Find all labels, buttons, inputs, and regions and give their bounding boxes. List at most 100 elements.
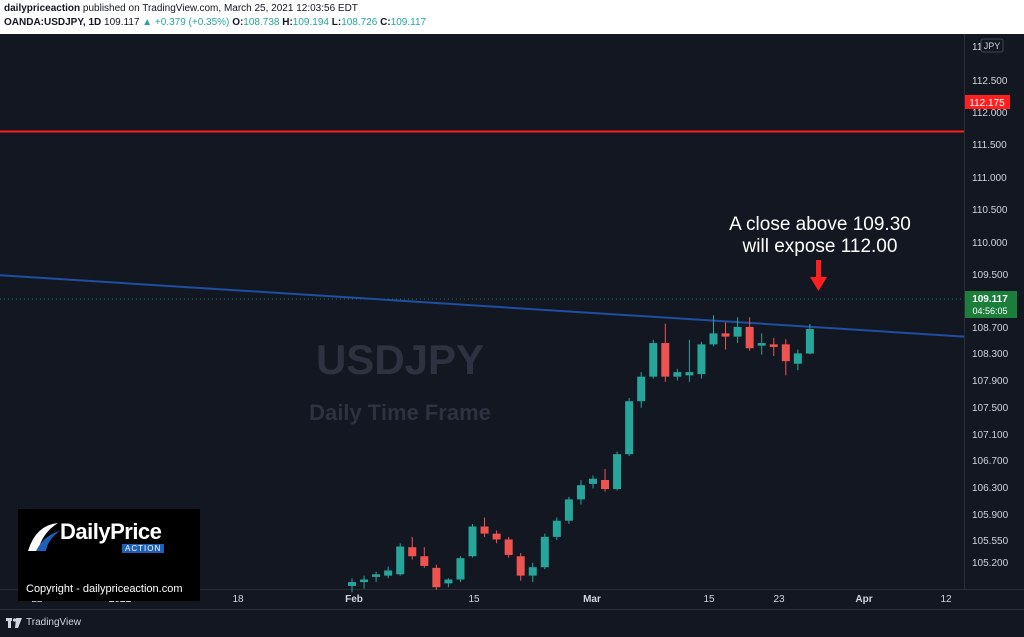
candle[interactable] — [733, 317, 742, 344]
candle[interactable] — [372, 571, 381, 583]
candle[interactable] — [420, 547, 429, 568]
resistance-price-text: 112.175 — [969, 98, 1005, 109]
candle-body — [444, 579, 453, 584]
price-tick-label: 108.300 — [972, 349, 1009, 360]
candle-body — [697, 344, 706, 375]
candle[interactable] — [613, 451, 622, 491]
tradingview-logo[interactable]: TradingView — [6, 617, 81, 628]
candle[interactable] — [625, 397, 634, 457]
candle[interactable] — [781, 339, 790, 376]
candle[interactable] — [504, 536, 513, 558]
time-tick-label: Mar — [583, 594, 601, 605]
candle-body — [552, 520, 561, 537]
low-value: 108.726 — [341, 17, 378, 28]
candle[interactable] — [528, 562, 537, 583]
publish-header: dailypriceaction published on TradingVie… — [0, 0, 1024, 33]
candle[interactable] — [444, 578, 453, 588]
ohlc-line: OANDA:USDJPY, 1D 109.117 ▲ +0.379 (+0.35… — [4, 17, 426, 28]
candle-body — [384, 570, 393, 576]
price-tick-label: 105.900 — [972, 510, 1009, 521]
candle[interactable] — [697, 341, 706, 379]
candle-body — [637, 376, 646, 402]
candle[interactable] — [468, 523, 477, 558]
candle[interactable] — [396, 543, 405, 576]
candle[interactable] — [793, 349, 802, 371]
candle[interactable] — [492, 530, 501, 544]
candle-body — [348, 582, 356, 586]
price-tick-label: 108.700 — [972, 323, 1009, 334]
close-label: C: — [380, 17, 391, 28]
candle[interactable] — [360, 575, 369, 589]
annotation-line-1: A close above 109.30 — [729, 214, 911, 235]
candle[interactable] — [601, 469, 610, 492]
price-axis[interactable]: 112.500 112.000 111.500 111.000 110.500 110.0… — [972, 76, 1009, 569]
candle[interactable] — [516, 553, 525, 581]
candle-body — [360, 579, 369, 583]
candle-body — [420, 556, 429, 566]
last-price: 109.117 — [104, 17, 140, 28]
candle-body — [661, 343, 670, 377]
candle[interactable] — [432, 564, 441, 590]
candle-body — [528, 567, 537, 576]
candle[interactable] — [769, 337, 778, 356]
candle[interactable] — [745, 317, 754, 351]
candle-body — [721, 333, 730, 337]
candle-body — [757, 343, 766, 346]
resistance-price-badge — [965, 95, 1010, 109]
candle-body — [492, 533, 501, 540]
candle-body — [601, 480, 610, 490]
candle[interactable] — [576, 480, 585, 505]
price-tick-top-partial: 11 — [972, 42, 983, 53]
price-tick-label: 107.500 — [972, 403, 1009, 414]
candle-body — [793, 353, 802, 364]
price-tick-label: 107.900 — [972, 376, 1009, 387]
arrow-down-icon — [810, 260, 827, 291]
candle[interactable] — [552, 517, 561, 541]
candle[interactable] — [757, 333, 766, 355]
candle[interactable] — [348, 578, 356, 593]
candle[interactable] — [709, 315, 718, 347]
candle-body — [456, 558, 465, 580]
candle[interactable] — [805, 324, 814, 355]
candle-body — [516, 556, 525, 576]
candle-body — [408, 547, 417, 557]
candle[interactable] — [540, 533, 549, 570]
annotation-line-2: will expose 112.00 — [742, 236, 898, 257]
candle-body — [781, 344, 790, 362]
time-tick-label: Apr — [855, 594, 872, 605]
candle[interactable] — [408, 536, 417, 560]
logo-brand-text: DailyPrice — [60, 519, 162, 544]
currency-box[interactable] — [980, 38, 1004, 53]
tradingview-label: TradingView — [26, 617, 82, 628]
price-tick-label: 110.000 — [972, 238, 1008, 249]
price-chart[interactable]: USDJPY Daily Time Frame A close above 10… — [0, 34, 1024, 609]
candle[interactable] — [685, 339, 694, 382]
symbol-label: OANDA:USDJPY, 1D — [4, 17, 102, 28]
candle[interactable] — [564, 496, 573, 524]
publisher-name[interactable]: dailypriceaction — [4, 3, 81, 14]
candle[interactable] — [384, 566, 393, 579]
candle-body — [673, 372, 682, 377]
close-value: 109.117 — [390, 17, 427, 28]
candle[interactable] — [673, 368, 682, 381]
candle[interactable] — [661, 323, 670, 382]
price-tick-label: 112.000 — [972, 108, 1008, 119]
candle-body — [745, 326, 754, 349]
price-tick-label: 112.500 — [972, 76, 1008, 87]
candle[interactable] — [456, 556, 465, 583]
candle-body — [685, 372, 694, 376]
candle[interactable] — [721, 322, 730, 350]
candle[interactable] — [480, 517, 489, 537]
logo-copyright: Copyright - dailypriceaction.com — [26, 583, 183, 595]
candle[interactable] — [637, 372, 646, 408]
open-label: O: — [232, 17, 244, 28]
trendline[interactable] — [0, 274, 965, 338]
candle-body — [805, 329, 814, 354]
candle[interactable] — [589, 475, 597, 489]
chart-area[interactable]: USDJPY Daily Time Frame A close above 10… — [0, 34, 1024, 609]
price-tick-label: 106.700 — [972, 456, 1009, 467]
price-tick-label: 109.500 — [972, 270, 1009, 281]
tradingview-icon — [6, 617, 22, 628]
candle[interactable] — [649, 339, 658, 379]
price-tick-label: 106.300 — [972, 483, 1009, 494]
